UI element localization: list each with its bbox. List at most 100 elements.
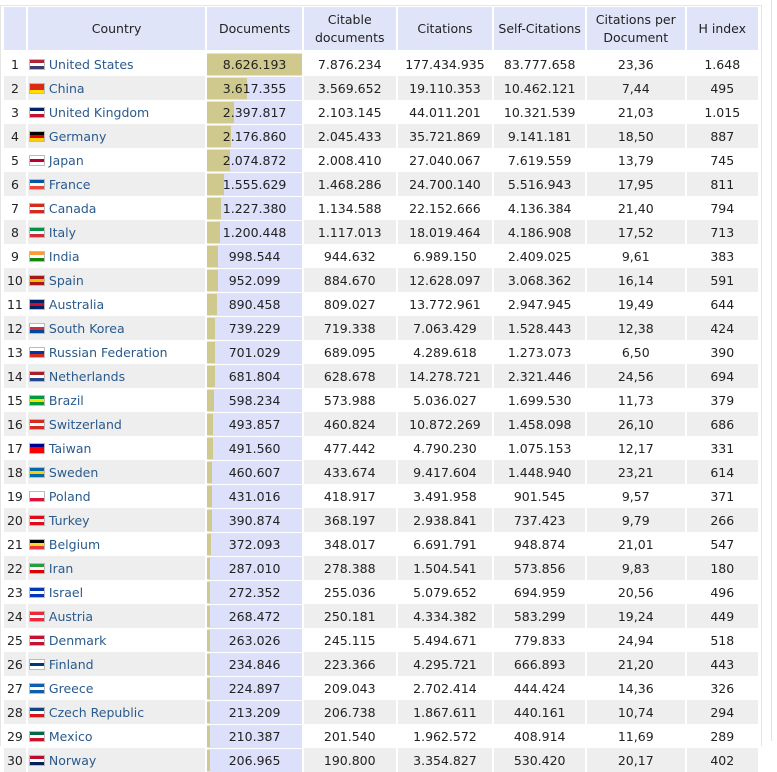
citations-per-document: 9,61 [621, 248, 650, 264]
country-link[interactable]: Sweden [48, 464, 99, 480]
citations-per-document: 6,50 [621, 344, 650, 360]
rank: 27 [6, 680, 23, 696]
header-documents[interactable]: Documents [207, 7, 302, 52]
country-link[interactable]: Denmark [48, 632, 107, 648]
header-self-citations[interactable]: Self-Citations [494, 7, 586, 52]
country-link[interactable]: Taiwan [48, 440, 92, 456]
self-citations: 10.321.539 [503, 104, 576, 120]
flag-icon [28, 634, 45, 646]
documents-bar [207, 678, 210, 699]
country-link[interactable]: Italy [48, 224, 77, 240]
country-link[interactable]: Iran [48, 560, 74, 576]
country-link[interactable]: Russian Federation [48, 344, 168, 360]
header-citable-documents[interactable]: Citable documents [303, 7, 396, 52]
country-link[interactable]: Australia [48, 296, 105, 312]
country-link[interactable]: Canada [48, 200, 97, 216]
citations: 35.721.869 [397, 124, 493, 148]
citable-documents: 884.670 [303, 268, 396, 292]
citations: 4.295.721 [397, 652, 493, 676]
country-link[interactable]: Spain [48, 272, 84, 288]
country-link[interactable]: Greece [48, 680, 94, 696]
h-index: 180 [686, 556, 758, 580]
country-link[interactable]: United States [48, 56, 134, 72]
citations-per-document: 12,38 [587, 316, 685, 340]
h-index: 390 [710, 344, 735, 360]
h-index: 289 [710, 728, 735, 744]
self-citations: 440.161 [494, 700, 586, 724]
country-link[interactable]: Norway [48, 752, 97, 768]
citations: 1.504.541 [397, 556, 493, 580]
country-cell: Poland [28, 484, 205, 508]
country-link[interactable]: Brazil [48, 392, 84, 408]
rank: 24 [4, 604, 26, 628]
country-link[interactable]: Turkey [48, 512, 90, 528]
header-h-index[interactable]: H index [686, 7, 758, 52]
self-citations: 2.409.025 [507, 248, 572, 264]
country-link[interactable]: Netherlands [48, 368, 126, 384]
country-link[interactable]: Czech Republic [48, 704, 145, 720]
documents-value: 210.387 [228, 729, 281, 744]
country-link[interactable]: Germany [48, 128, 107, 144]
country-link[interactable]: South Korea [48, 320, 125, 336]
h-index: 811 [686, 172, 758, 196]
flag-icon [28, 82, 45, 94]
documents-value: 2.176.860 [222, 129, 287, 144]
header-country[interactable]: Country [27, 7, 206, 52]
country-cell: Russian Federation [28, 340, 205, 364]
country-link[interactable]: Austria [48, 608, 94, 624]
table-row: 8 Italy 1.200.448 1.117.013 18.019.464 4.186.… [4, 220, 758, 244]
country-link[interactable]: Poland [48, 488, 91, 504]
country-link[interactable]: United Kingdom [48, 104, 150, 120]
citable-documents: 201.540 [323, 728, 376, 744]
rank: 25 [6, 632, 23, 648]
documents-bar [207, 630, 211, 651]
table-row: 1 United States 8.626.193 7.876.234 177.434.… [4, 52, 758, 76]
citations-per-document: 21,03 [617, 104, 654, 120]
h-index: 496 [710, 584, 735, 600]
rank: 13 [6, 344, 23, 360]
scrollbar-track[interactable] [771, 0, 772, 741]
flag-icon [28, 562, 45, 574]
h-index: 424 [686, 316, 758, 340]
documents-bar [207, 126, 232, 147]
rank: 19 [6, 488, 23, 504]
citable-documents: 628.678 [303, 364, 396, 388]
flag-icon [28, 370, 45, 382]
flag-icon [28, 706, 45, 718]
country-link[interactable]: China [48, 80, 85, 96]
header-citations-per-document[interactable]: Citations per Document [587, 7, 685, 52]
country-link[interactable]: Finland [48, 656, 94, 672]
documents-bar [207, 342, 215, 363]
country-link[interactable]: Mexico [48, 728, 93, 744]
country-link[interactable]: Switzerland [48, 416, 122, 432]
citations-per-document: 20,56 [617, 584, 654, 600]
header-citations[interactable]: Citations [397, 7, 493, 52]
country-link[interactable]: Israel [48, 584, 84, 600]
citations: 5.494.671 [413, 632, 477, 648]
documents-cell: 287.010 [207, 556, 302, 580]
h-index: 449 [686, 604, 758, 628]
citations: 7.063.429 [397, 316, 493, 340]
documents-cell: 460.607 [207, 460, 302, 484]
country-link[interactable]: France [48, 176, 91, 192]
h-index: 402 [686, 748, 758, 772]
table-row: 11 Australia 890.458 809.027 13.772.961 2.947… [4, 292, 758, 316]
documents-bar [207, 606, 211, 627]
country-cell: Belgium [28, 532, 205, 556]
h-index: 294 [686, 700, 758, 724]
table-row: 15 Brazil 598.234 573.988 5.036.027 1.699.530… [4, 388, 758, 412]
self-citations: 779.833 [513, 632, 566, 648]
rank: 22 [4, 556, 26, 580]
country-link[interactable]: Belgium [48, 536, 101, 552]
country-link[interactable]: Japan [48, 152, 84, 168]
h-index: 495 [686, 76, 758, 100]
country-link[interactable]: India [48, 248, 80, 264]
citations: 14.278.721 [397, 364, 493, 388]
documents-value: 1.555.629 [222, 177, 287, 192]
citations-per-document: 24,94 [617, 632, 654, 648]
rank: 21 [6, 536, 23, 552]
table-row: 28 Czech Republic 213.209 206.738 1.867.611 4… [4, 700, 758, 724]
documents-cell: 2.397.817 [207, 100, 302, 124]
documents-bar [207, 246, 219, 267]
documents-value: 952.099 [228, 273, 281, 288]
